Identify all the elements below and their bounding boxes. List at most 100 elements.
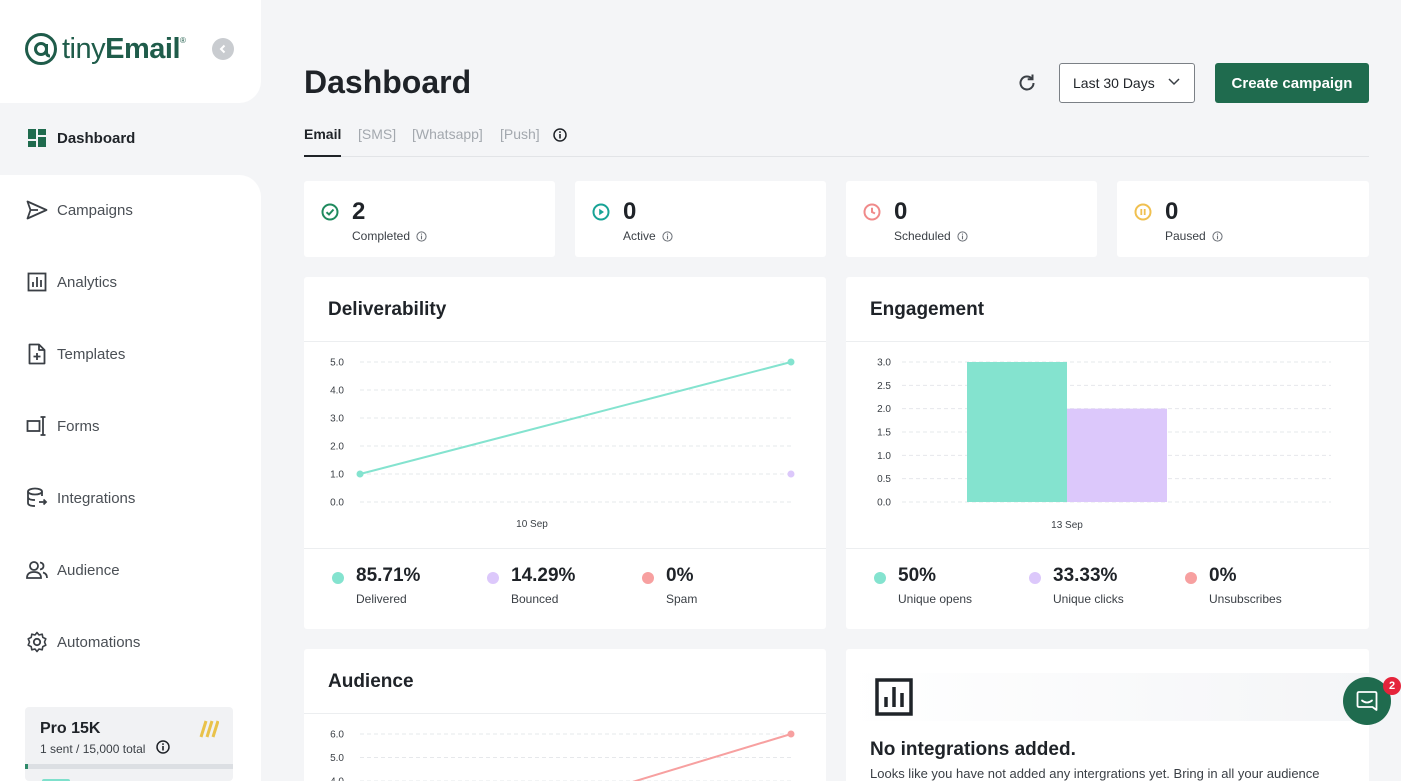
card-divider [846,341,1369,342]
sidebar-body [0,175,261,781]
y-tick-label: 1.0 [877,451,891,462]
chevron-down-icon [1168,78,1180,86]
tab-push[interactable]: [Push] [500,126,540,142]
y-tick-label: 5.0 [330,753,344,764]
y-tick-label: 0.0 [330,498,344,509]
y-tick-label: 1.5 [877,428,891,439]
pause-circle-icon [1134,203,1152,221]
audience-chart: 4.0 5.0 6.0 [330,730,795,781]
plan-name: Pro 15K [40,720,101,737]
sidebar-item-label: Templates [57,345,126,363]
legend-dot [1185,572,1197,584]
data-point [356,470,364,478]
sidebar-item-label: Audience [57,561,120,579]
info-icon[interactable] [416,230,427,242]
y-tick-label: 1.0 [330,470,344,481]
legend-label: Unique clicks [1053,592,1124,606]
brand-logo[interactable]: tinyEmail ® [24,32,186,66]
sidebar-item-campaigns[interactable]: Campaigns [0,190,261,230]
stat-label-row: Active [623,229,673,243]
info-icon[interactable] [957,230,968,242]
deliverability-card: Deliverability 0.0 1.0 2.0 3.0 4.0 5.0 10 Sep … [304,277,826,629]
upgrade-button[interactable] [42,779,70,781]
y-tick-label: 2.0 [330,442,344,453]
stat-completed[interactable]: 2 Completed [304,181,555,257]
legend-value: 50% [898,565,937,586]
create-campaign-button[interactable]: Create campaign [1215,63,1369,103]
data-point [787,358,795,366]
sidebar-header: tinyEmail ® [0,0,261,103]
sidebar-item-label: Integrations [57,489,136,507]
plan-stripes-icon [199,720,219,738]
channel-tabs: Email [SMS] [Whatsapp] [Push] [304,124,1369,157]
sidebar-item-forms[interactable]: Forms [0,406,261,446]
analytics-icon [26,271,48,293]
stat-scheduled[interactable]: 0 Scheduled [846,181,1097,257]
y-tick-label: 2.0 [877,404,891,415]
legend-value: 85.71% [356,565,421,586]
card-title: Audience [328,671,414,692]
sidebar-item-automations[interactable]: Automations [0,622,261,662]
y-tick-label: 0.5 [877,474,891,485]
legend-value: 0% [1209,565,1237,586]
gear-icon [26,631,48,653]
sidebar-item-label: Dashboard [57,129,136,147]
refresh-icon[interactable] [1016,72,1038,94]
data-point [787,470,795,478]
sidebar-item-audience[interactable]: Audience [0,550,261,590]
sidebar-item-label: Analytics [57,273,118,291]
date-range-select[interactable]: Last 30 Days [1059,63,1195,103]
sidebar-item-templates[interactable]: Templates [0,334,261,374]
stat-value: 2 [352,198,366,225]
card-divider [846,548,1369,549]
sidebar-item-analytics[interactable]: Analytics [0,262,261,302]
y-tick-label: 0.0 [877,498,891,509]
legend-label: Unsubscribes [1209,592,1282,606]
series-line-delivered [359,361,792,475]
play-circle-icon [592,203,610,221]
x-tick-label: 10 Sep [516,519,548,530]
legend-dot [642,572,654,584]
y-tick-label: 3.0 [330,414,344,425]
card-divider [304,341,826,342]
sidebar-item-dashboard[interactable]: Dashboard [0,118,261,158]
legend-label: Unique opens [898,592,973,606]
clock-icon [863,203,881,221]
stat-active[interactable]: 0 Active [575,181,826,257]
info-icon[interactable] [553,128,567,142]
plan-usage-bar-fill [25,764,29,769]
info-icon[interactable] [156,740,170,754]
card-divider [304,548,826,549]
legend-dot [487,572,499,584]
legend-label: Spam [666,592,698,606]
sidebar-item-integrations[interactable]: Integrations [0,478,261,518]
plan-usage: 1 sent / 15,000 total [40,742,146,756]
x-tick-label: 13 Sep [1051,520,1083,531]
stat-paused[interactable]: 0 Paused [1117,181,1369,257]
data-point [787,730,795,738]
series-line-audience [632,733,792,781]
collapse-sidebar-button[interactable] [212,38,234,60]
info-icon[interactable] [662,230,673,242]
tab-email[interactable]: Email [304,126,342,157]
tab-sms[interactable]: [SMS] [358,126,397,142]
y-tick-label: 5.0 [330,358,344,369]
plan-card[interactable]: Pro 15K 1 sent / 15,000 total [25,707,233,781]
y-tick-label: 3.0 [877,358,891,369]
integrations-empty-text: Looks like you have not added any interg… [870,766,1320,781]
stat-label: Completed [352,229,411,243]
info-icon[interactable] [1212,230,1223,242]
templates-icon [26,343,48,365]
logo-wordmark: tinyEmail [62,32,181,65]
sidebar-item-label: Campaigns [57,201,133,219]
dashboard-icon [26,127,48,149]
analytics-icon [875,678,913,716]
legend-value: 0% [666,565,694,586]
stat-label-row: Completed [352,229,427,243]
y-tick-label: 6.0 [330,730,344,741]
tab-whatsapp[interactable]: [Whatsapp] [412,126,483,142]
y-tick-label: 2.5 [877,381,891,392]
check-circle-icon [321,203,339,221]
audience-icon [26,559,48,581]
audience-card: Audience 4.0 5.0 6.0 [304,649,826,781]
